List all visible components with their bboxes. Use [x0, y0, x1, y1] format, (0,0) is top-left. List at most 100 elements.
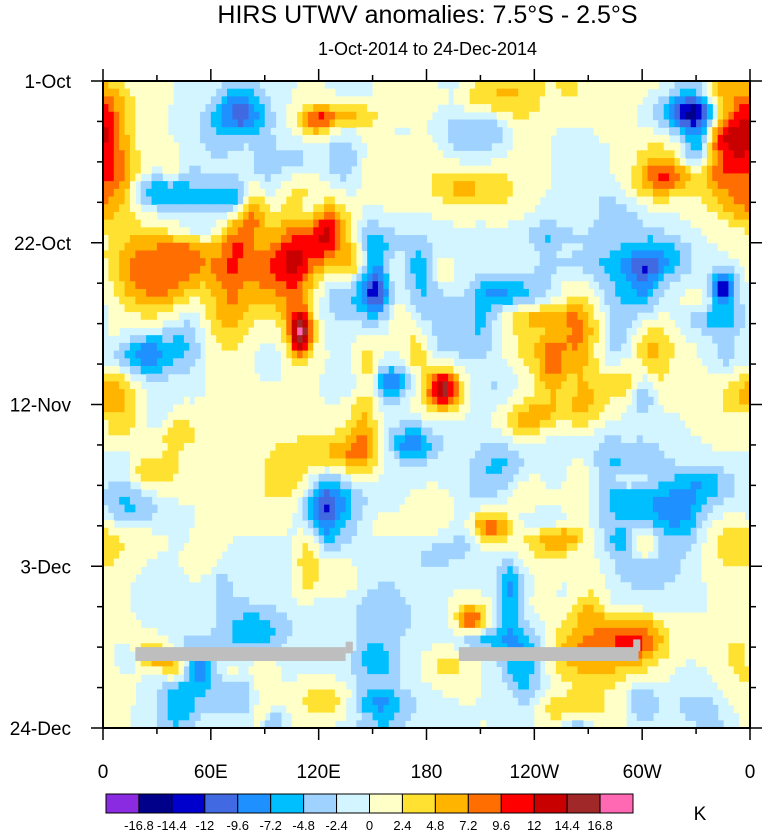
field-cell	[496, 273, 503, 282]
field-cell	[512, 88, 519, 97]
field-cell	[539, 381, 546, 390]
field-cell	[723, 389, 730, 398]
field-cell	[480, 489, 487, 498]
field-cell	[415, 496, 422, 506]
field-cell	[200, 196, 207, 205]
field-cell	[372, 296, 379, 305]
field-cell	[200, 312, 207, 321]
field-cell	[636, 273, 643, 282]
field-cell	[210, 150, 217, 159]
field-cell	[227, 96, 233, 105]
field-cell	[361, 265, 368, 275]
field-cell	[674, 165, 681, 175]
field-cell	[313, 496, 320, 506]
field-cell	[221, 412, 228, 421]
field-cell	[615, 412, 622, 421]
field-cell	[512, 188, 519, 198]
field-cell	[146, 188, 153, 198]
field-cell	[448, 319, 455, 329]
field-cell	[712, 296, 719, 305]
field-cell	[566, 404, 573, 413]
field-cell	[334, 304, 341, 313]
field-cell	[685, 350, 692, 359]
field-cell	[652, 288, 659, 298]
field-cell	[302, 235, 309, 244]
field-cell	[399, 365, 406, 375]
field-cell	[572, 427, 579, 436]
field-cell	[146, 265, 153, 275]
field-cell	[642, 365, 649, 375]
field-cell	[442, 196, 449, 205]
field-cell	[415, 419, 422, 429]
field-cell	[706, 312, 713, 321]
field-cell	[324, 350, 331, 359]
field-cell	[421, 81, 428, 90]
field-cell	[582, 381, 589, 390]
field-cell	[286, 373, 293, 382]
field-cell	[237, 181, 244, 190]
field-cell	[512, 312, 519, 321]
field-cell	[103, 242, 109, 252]
field-cell	[712, 319, 719, 329]
field-cell	[135, 350, 142, 359]
field-cell	[216, 381, 223, 390]
field-cell	[442, 327, 449, 336]
field-cell	[674, 342, 681, 352]
field-cell	[647, 489, 654, 498]
field-cell	[442, 504, 449, 513]
field-cell	[620, 489, 627, 498]
field-cell	[264, 96, 271, 105]
field-cell	[744, 227, 750, 236]
field-cell	[415, 242, 422, 252]
field-cell	[701, 219, 708, 228]
field-cell	[652, 466, 659, 475]
field-cell	[210, 350, 217, 359]
field-cell	[496, 173, 503, 182]
field-cell	[410, 504, 417, 513]
field-cell	[302, 88, 309, 97]
field-cell	[334, 165, 341, 175]
field-cell	[448, 404, 455, 413]
field-cell	[103, 412, 109, 421]
field-cell	[599, 96, 606, 105]
field-cell	[453, 389, 460, 398]
field-cell	[119, 211, 126, 221]
field-cell	[119, 134, 126, 144]
field-cell	[712, 235, 719, 244]
field-cell	[410, 173, 417, 182]
field-cell	[280, 312, 287, 321]
field-cell	[329, 273, 336, 282]
field-cell	[151, 81, 158, 90]
field-cell	[189, 404, 196, 413]
field-cell	[367, 450, 374, 460]
field-cell	[178, 196, 185, 205]
field-cell	[712, 381, 719, 390]
field-cell	[442, 404, 449, 413]
field-cell	[512, 127, 519, 136]
field-cell	[685, 481, 692, 490]
field-cell	[259, 504, 266, 513]
field-cell	[237, 96, 244, 105]
field-cell	[534, 88, 541, 97]
field-cell	[507, 158, 514, 167]
field-cell	[173, 219, 180, 228]
field-cell	[582, 304, 589, 313]
field-cell	[162, 104, 169, 113]
field-cell	[404, 381, 411, 390]
field-cell	[733, 365, 740, 375]
field-cell	[135, 258, 142, 267]
field-cell	[129, 265, 136, 275]
field-cell	[588, 88, 595, 97]
field-cell	[679, 412, 686, 421]
field-cell	[194, 443, 201, 452]
field-cell	[146, 96, 153, 105]
field-cell	[663, 358, 670, 367]
field-cell	[523, 404, 530, 413]
field-cell	[545, 358, 552, 367]
field-cell	[264, 319, 271, 329]
field-cell	[361, 235, 368, 244]
field-cell	[297, 81, 304, 90]
field-cell	[372, 427, 379, 436]
field-cell	[615, 389, 622, 398]
field-cell	[264, 204, 271, 213]
